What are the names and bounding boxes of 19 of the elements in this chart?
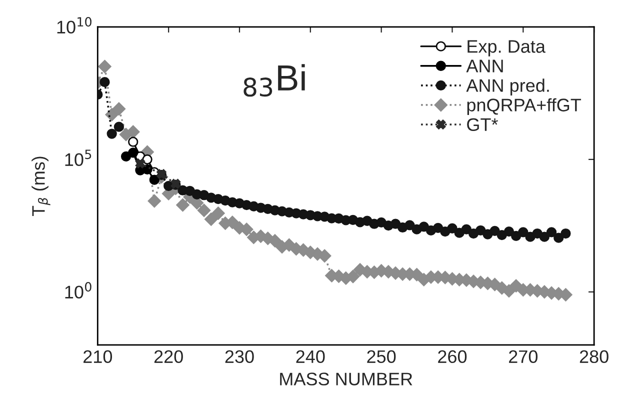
x-tick-label: 260	[438, 350, 467, 364]
y-tick-label: 10$^{0}$	[65, 282, 92, 298]
y-tick-label: 10$^{10}$	[57, 17, 92, 34]
x-tick-label: 250	[367, 350, 396, 364]
legend-label: ANN	[466, 60, 503, 72]
x-tick-label: 210	[84, 350, 112, 364]
legend-label: Exp. Data	[468, 40, 546, 56]
x-tick-label: 270	[509, 350, 538, 364]
x-tick-label: 230	[225, 350, 254, 364]
legend-label: ANN pred.	[466, 78, 549, 96]
annotation: $_{83}$Bi	[244, 64, 305, 97]
legend-label: GT*	[467, 118, 498, 131]
x-tick-label: 240	[296, 350, 325, 364]
x-tick-label: 280	[580, 350, 608, 364]
x-axis-title: MASS NUMBER	[280, 372, 412, 386]
y-axis-title: T$_{β}$ (ms)	[32, 156, 50, 216]
y-tick-label: 10$^{5}$	[65, 150, 92, 166]
legend-label: pnQRPA+ffGT	[467, 98, 582, 116]
x-tick-label: 220	[154, 350, 183, 364]
